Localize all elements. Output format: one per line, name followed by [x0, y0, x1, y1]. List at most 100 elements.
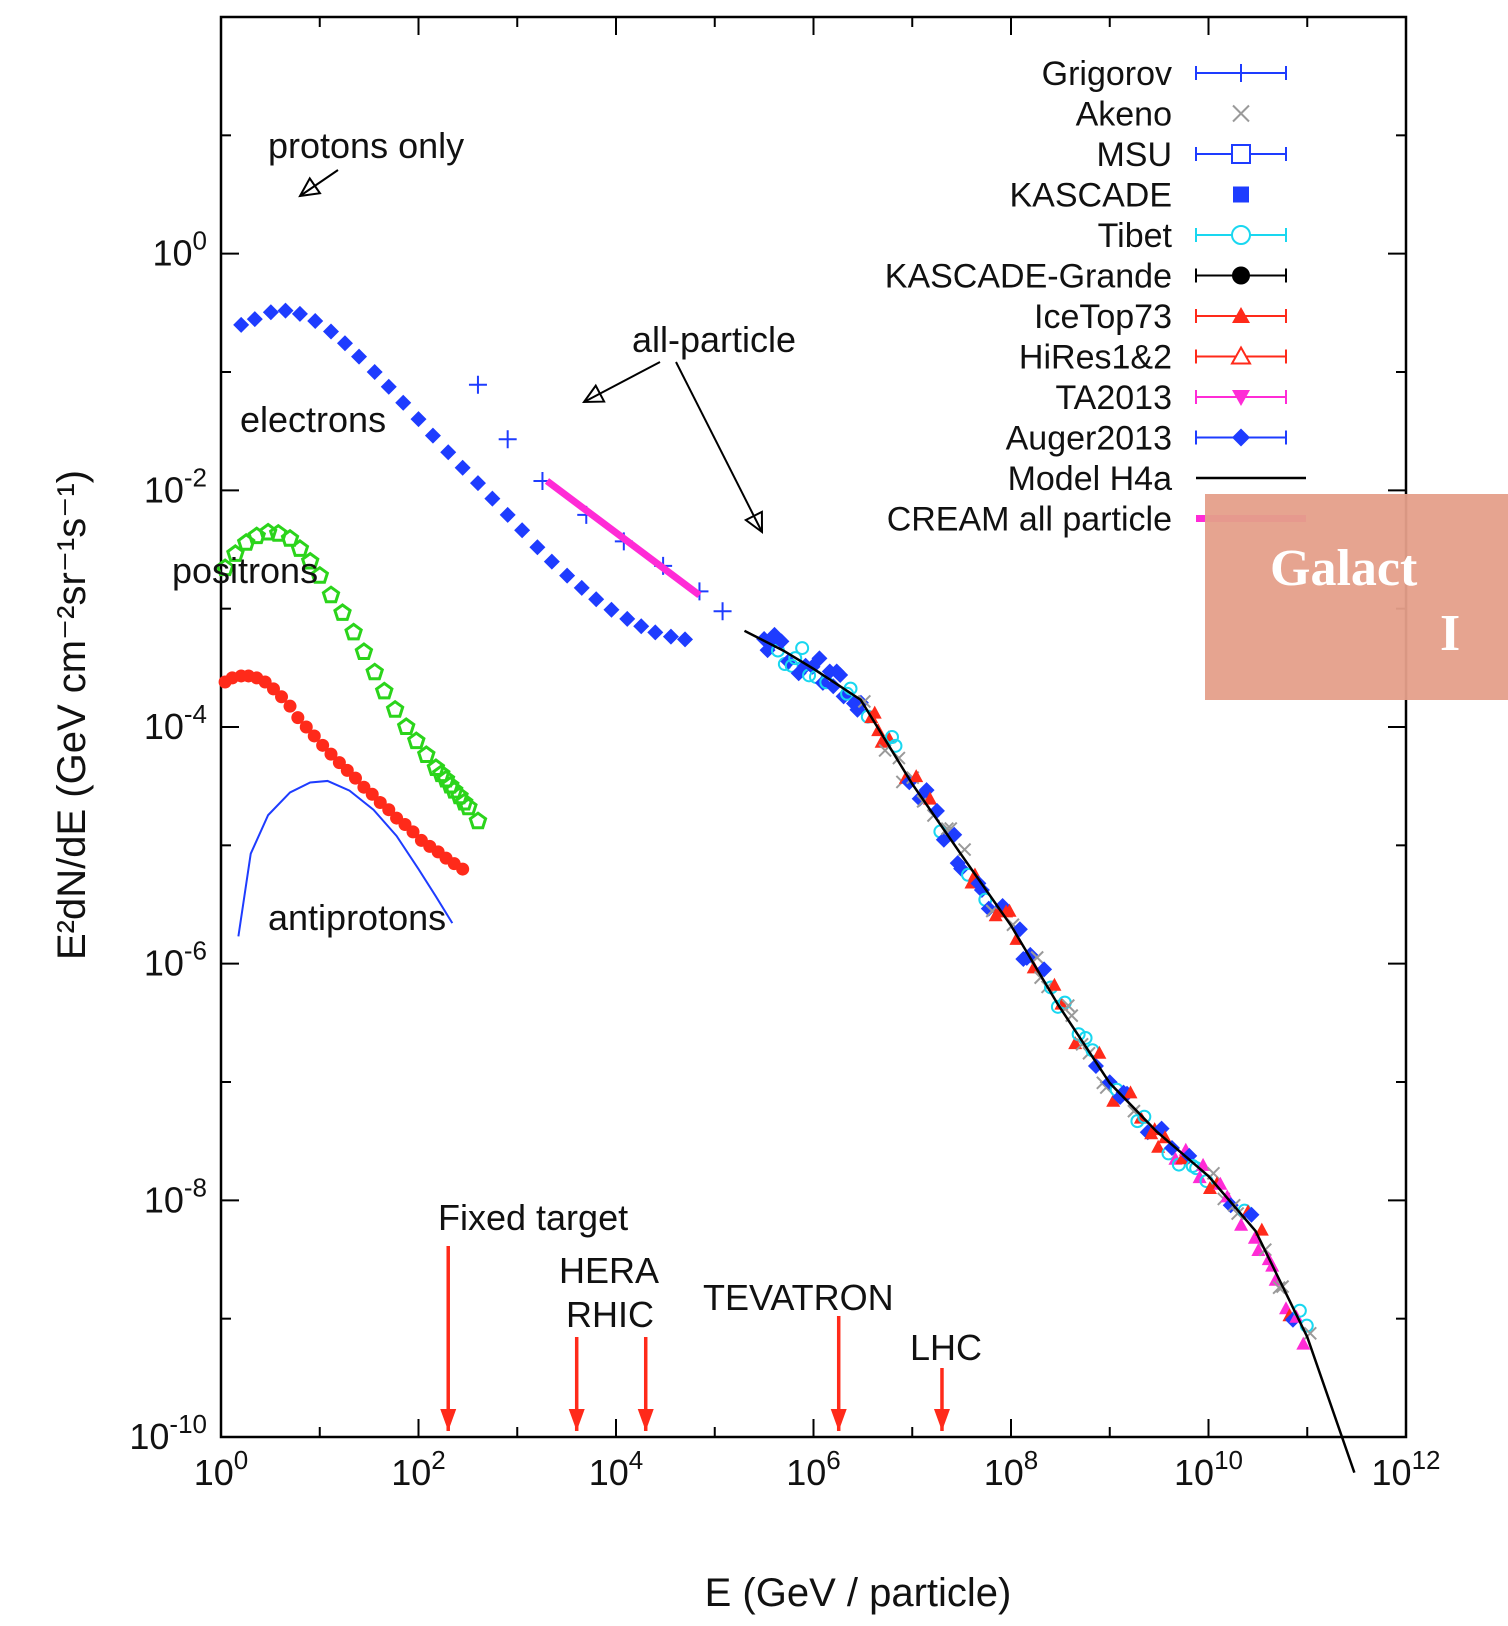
legend-marker: [1231, 225, 1251, 245]
legend-label: Tibet: [1098, 217, 1173, 255]
proton-point: [246, 311, 263, 328]
y-tick-label: 100: [152, 226, 207, 274]
arrow-fixed-target-head: [440, 1409, 457, 1431]
proton-point: [559, 567, 576, 584]
y-tick-label: 10-4: [144, 699, 207, 747]
all-particle-point: [1158, 1130, 1173, 1144]
positron-point: [266, 682, 280, 696]
proton-point: [410, 411, 427, 428]
legend: GrigorovAkenoMSUKASCADETibetKASCADE-Gran…: [885, 55, 1306, 539]
all-particle-point: [874, 734, 889, 748]
proton-point: [277, 302, 294, 319]
positron-point: [316, 738, 330, 752]
annotation-positrons: positrons: [172, 550, 318, 591]
x-tick-label: 104: [589, 1445, 644, 1493]
positron-point: [406, 825, 420, 839]
arrow-protons-only: [299, 169, 339, 197]
positron-point: [307, 729, 321, 743]
arrow-all-particle-cream: [583, 361, 661, 403]
all-particle-point: [1047, 977, 1062, 991]
proton-point: [647, 624, 664, 641]
positron-point: [299, 720, 313, 734]
electron-point: [354, 642, 374, 660]
arrow-all-particle-model-head: [743, 510, 764, 534]
x-tick-labels: 100 102 104 106 108 1010 1012: [194, 1445, 1441, 1493]
legend-marker: [1233, 186, 1249, 203]
proton-point: [529, 539, 546, 556]
positron-point: [283, 699, 297, 713]
model-h4a-line: [743, 629, 1356, 1474]
all-particle-point: [1230, 1206, 1245, 1221]
x-axis-label: E (GeV / particle): [705, 1571, 1012, 1615]
electron-point: [396, 717, 416, 735]
annotation-all-particle: all-particle: [632, 319, 796, 360]
positron-point: [373, 796, 387, 810]
arrow-hera-head: [568, 1409, 585, 1431]
proton-point: [380, 378, 397, 395]
electron-point: [215, 558, 235, 577]
all-particle-point: [1092, 1045, 1107, 1059]
arrow-lhc-head: [933, 1409, 950, 1431]
proton-point: [484, 490, 501, 507]
annotation-rhic: RHIC: [566, 1294, 654, 1335]
proton-point: [233, 316, 250, 333]
proton-point: [307, 312, 324, 329]
arrow-all-particle-model: [675, 361, 763, 533]
all-particle-point: [1234, 1217, 1249, 1231]
all-particle-point: [825, 678, 842, 695]
all-particle-point: [909, 769, 924, 783]
annotation-tevatron: TEVATRON: [703, 1277, 894, 1318]
all-particle-point: [1061, 998, 1075, 1013]
proton-point: [633, 618, 650, 635]
legend-marker: [1232, 307, 1250, 323]
y-tick-label: 10-6: [144, 936, 207, 984]
arrow-rhic-head: [637, 1409, 654, 1431]
proton-point: [395, 394, 412, 411]
legend-label: KASCADE-Grande: [885, 258, 1172, 296]
x-tick-label: 108: [984, 1445, 1039, 1493]
electron-point: [365, 662, 385, 681]
proton-point: [336, 335, 353, 352]
legend-label: TA2013: [1055, 379, 1172, 417]
legend-label: KASCADE: [1010, 177, 1173, 215]
legend-marker: [1232, 266, 1250, 285]
legend-marker: [1231, 144, 1251, 164]
electron-point: [310, 565, 330, 584]
electron-point: [247, 526, 267, 545]
y-axis-label: E²dN/dE (GeV cm⁻²sr⁻¹s⁻¹): [50, 470, 94, 960]
x-tick-label: 1012: [1372, 1445, 1441, 1493]
all-particle-point: [1243, 1206, 1260, 1223]
proton-point: [323, 323, 340, 340]
positron-point: [456, 862, 470, 876]
all-particle-point: [885, 730, 900, 745]
title-overlay-box: Galact I: [1205, 494, 1508, 700]
all-particle-point: [857, 694, 872, 709]
electron-point: [344, 622, 363, 641]
y-tick-label: 10-2: [144, 462, 207, 510]
annotation-lhc: LHC: [910, 1327, 982, 1368]
data-marks: [215, 302, 1356, 1474]
all-particle-point: [1296, 1336, 1311, 1350]
electron-point: [416, 745, 436, 763]
y-tick-labels: 100 10-2 10-4 10-6 10-8 10-10: [129, 226, 207, 1457]
positron-point: [340, 763, 354, 777]
overlay-line2: I: [1440, 605, 1460, 662]
legend-label: Model H4a: [1008, 460, 1173, 498]
proton-point: [291, 305, 308, 322]
legend-marker: [1230, 345, 1252, 365]
annotation-antiprotons: antiprotons: [268, 897, 446, 938]
proton-point: [603, 601, 620, 618]
proton-point: [619, 610, 636, 627]
positron-point: [291, 711, 305, 725]
electron-point: [280, 528, 300, 547]
positron-point: [348, 771, 362, 785]
positron-point: [324, 747, 338, 761]
proton-point: [351, 348, 368, 365]
all-particle-point: [923, 791, 938, 805]
proton-point: [366, 364, 383, 380]
overlay-line1: Galact: [1270, 540, 1418, 597]
electron-point: [436, 769, 456, 788]
x-tick-label: 102: [391, 1445, 446, 1493]
all-particle-point: [1151, 1139, 1166, 1153]
all-particle-point: [832, 666, 849, 683]
